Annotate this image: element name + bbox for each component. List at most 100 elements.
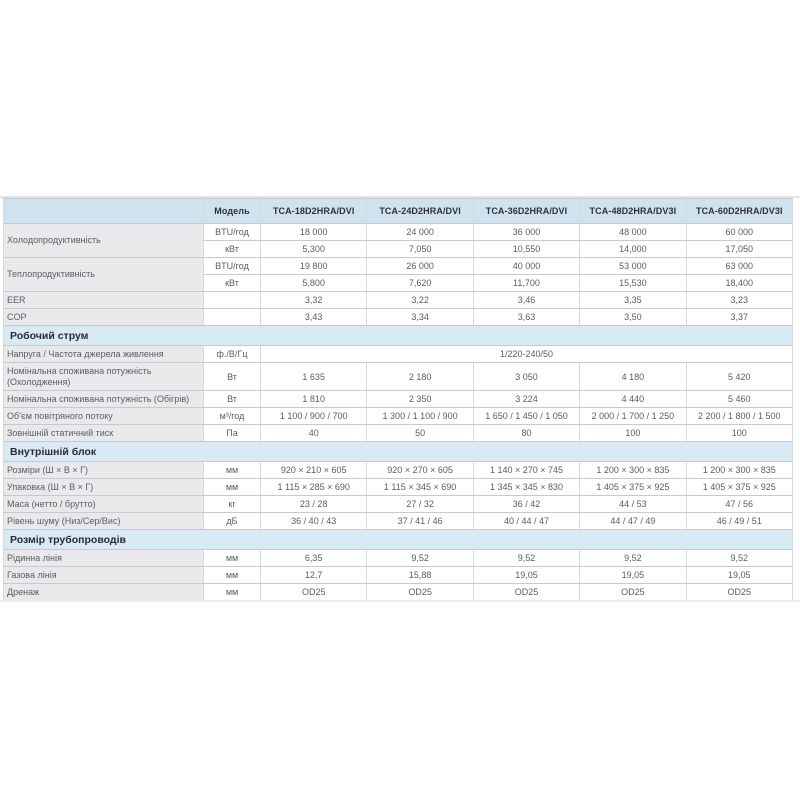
model-column-header: TCA-36D2HRA/DVI — [472, 198, 581, 224]
spec-cell: 37 / 41 / 46 — [366, 512, 474, 530]
spec-cell: OD25 — [579, 583, 687, 601]
spec-row: Маса (нетто / брутто) кг 23 / 28 27 / 32 36 … — [3, 495, 794, 513]
spec-row: Номінальна споживана потужність (Охолодж… — [3, 362, 794, 391]
spec-cell: 1 100 / 900 / 700 — [259, 407, 368, 425]
spec-row-label: Дренаж — [3, 583, 204, 601]
model-column-header: TCA-60D2HRA/DV3I — [685, 198, 794, 224]
spec-cell: 5,300 — [259, 240, 368, 258]
top-divider — [0, 196, 800, 198]
spec-cell: 24 000 — [366, 223, 474, 241]
spec-row-unit: мм — [203, 478, 261, 496]
spec-cell: 63 000 — [685, 257, 794, 275]
spec-row-label: Розміри (Ш × В × Г) — [3, 461, 204, 479]
spec-cell: 1 405 × 375 × 925 — [685, 478, 794, 496]
spec-cell: 3,35 — [579, 291, 687, 309]
spec-cell: 1 345 × 345 × 830 — [472, 478, 581, 496]
spec-row-unit: кВт — [203, 240, 261, 258]
spec-row-label: Об’єм повітряного потоку — [3, 407, 204, 425]
spec-row-unit: мм — [203, 583, 261, 601]
spec-cell: 48 000 — [579, 223, 687, 241]
spec-cell: 3,43 — [259, 308, 368, 326]
spec-row: Упаковка (Ш × В × Г) мм 1 115 × 285 × 690 1… — [3, 478, 794, 496]
spec-cell: 26 000 — [366, 257, 474, 275]
spec-cell: 1 405 × 375 × 925 — [579, 478, 687, 496]
spec-cell: 3,32 — [259, 291, 368, 309]
spec-cell: 18 000 — [259, 223, 368, 241]
spec-row-unit: Па — [203, 424, 261, 442]
spec-row-unit: мм — [203, 461, 261, 479]
spec-cell: 1 810 — [259, 390, 368, 408]
spec-cell: 920 × 270 × 605 — [366, 461, 474, 479]
section-title: Внутрішній блок — [3, 441, 793, 462]
spec-row: Теплопродуктивність BTU/год 19 800 26 000 40… — [3, 257, 794, 292]
spec-row-label: Маса (нетто / брутто) — [3, 495, 204, 513]
spec-cell: 15,88 — [366, 566, 474, 584]
spec-cell: 14,000 — [579, 240, 687, 258]
spec-cell: 9,52 — [685, 549, 794, 567]
section-title: Розмір трубопроводів — [3, 529, 793, 550]
spec-cell: 12,7 — [259, 566, 368, 584]
model-column-header: TCA-24D2HRA/DVI — [366, 198, 474, 224]
spec-cell: 3,37 — [685, 308, 794, 326]
spec-cell: OD25 — [366, 583, 474, 601]
corner-cell — [3, 198, 204, 224]
spec-row-label: Рівень шуму (Низ/Сер/Вис) — [3, 512, 204, 530]
spec-cell: 3 050 — [472, 362, 581, 391]
spec-cell: 44 / 53 — [579, 495, 687, 513]
spec-row-label: Холодопродуктивність — [3, 223, 204, 258]
spec-row: EER 3,32 3,22 3,46 3,35 3,23 — [3, 291, 794, 309]
model-label: Модель — [203, 198, 261, 224]
spec-cell: 2 000 / 1 700 / 1 250 — [579, 407, 687, 425]
spec-cell: 9,52 — [472, 549, 581, 567]
spec-cell-span: 1/220-240/50 — [260, 345, 793, 363]
spec-cell: 1 115 × 345 × 690 — [366, 478, 474, 496]
spec-cell: 100 — [579, 424, 687, 442]
table-head: Модель TCA-18D2HRA/DVI TCA-24D2HRA/DVI TCA… — [3, 198, 794, 224]
spec-cell: OD25 — [259, 583, 368, 601]
section-title: Робочий струм — [3, 325, 793, 346]
spec-row: Об’єм повітряного потоку м³/год 1 100 / 90… — [3, 407, 794, 425]
spec-row-unit: BTU/год — [203, 223, 261, 241]
spec-cell: 10,550 — [472, 240, 581, 258]
section-row: Внутрішній блок — [3, 441, 793, 462]
spec-cell: 5 460 — [685, 390, 794, 408]
spec-cell: 1 115 × 285 × 690 — [259, 478, 368, 496]
spec-row: Зовнішній статичний тиск Па 40 50 80 100 100 — [3, 424, 794, 442]
spec-cell: 17,050 — [685, 240, 794, 258]
spec-cell: 47 / 56 — [685, 495, 794, 513]
spec-cell: 50 — [366, 424, 474, 442]
spec-row-label: Рідинна лінія — [3, 549, 204, 567]
spec-cell: 920 × 210 × 605 — [259, 461, 368, 479]
spec-row-label: Номінальна споживана потужність (Охолодж… — [3, 362, 204, 391]
spec-cell: 36 000 — [472, 223, 581, 241]
spec-cell: 40 / 44 / 47 — [472, 512, 581, 530]
spec-row-unit: мм — [203, 549, 261, 567]
spec-cell: 4 440 — [579, 390, 687, 408]
spec-row: Напруга / Частота джерела живлення ф./В/Г… — [3, 345, 793, 363]
spec-row-unit: кг — [203, 495, 261, 513]
model-column-header: TCA-48D2HRA/DV3I — [579, 198, 687, 224]
spec-row-unit: мм — [203, 566, 261, 584]
spec-cell: 2 180 — [366, 362, 474, 391]
spec-cell: 19,05 — [579, 566, 687, 584]
spec-cell: 23 / 28 — [259, 495, 368, 513]
spec-cell: 80 — [472, 424, 581, 442]
spec-cell: 3,46 — [472, 291, 581, 309]
spec-cell: 3,23 — [685, 291, 794, 309]
spec-row-label: Упаковка (Ш × В × Г) — [3, 478, 204, 496]
spec-row-unit: м³/год — [203, 407, 261, 425]
spec-cell: 1 300 / 1 100 / 900 — [366, 407, 474, 425]
spec-row: COP 3,43 3,34 3,63 3,50 3,37 — [3, 308, 794, 326]
spec-cell: 2 200 / 1 800 / 1 500 — [685, 407, 794, 425]
model-header-row: Модель TCA-18D2HRA/DVI TCA-24D2HRA/DVI TCA… — [3, 198, 794, 224]
spec-row-label: Зовнішній статичний тиск — [3, 424, 204, 442]
spec-cell: 40 — [259, 424, 368, 442]
spec-cell: 7,050 — [366, 240, 474, 258]
spec-cell: 3,50 — [579, 308, 687, 326]
section-row: Розмір трубопроводів — [3, 529, 793, 550]
spec-cell: 3,34 — [366, 308, 474, 326]
spec-cell: 11,700 — [472, 274, 581, 292]
spec-cell: 19,05 — [472, 566, 581, 584]
spec-cell: 19,05 — [685, 566, 794, 584]
